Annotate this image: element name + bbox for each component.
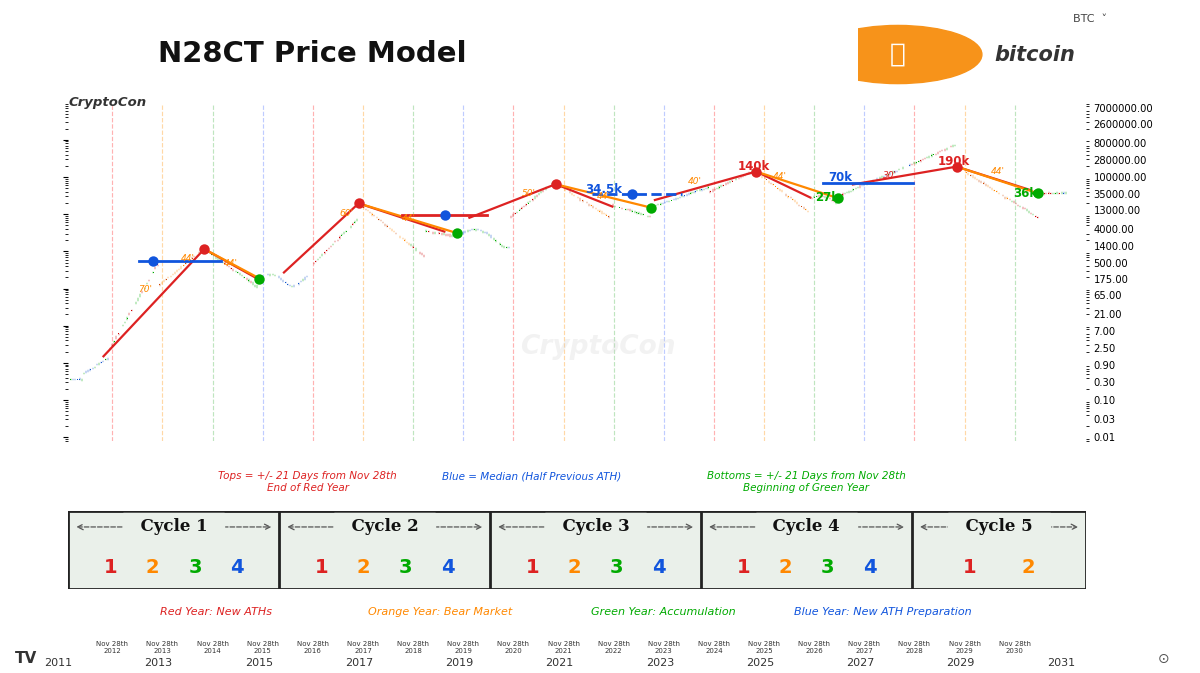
Text: Bottoms = +/- 21 Days from Nov 28th
Beginning of Green Year: Bottoms = +/- 21 Days from Nov 28th Begi… <box>707 471 906 493</box>
Text: 50': 50' <box>522 189 536 199</box>
Text: Cycle 3: Cycle 3 <box>551 518 641 536</box>
Text: 1: 1 <box>526 559 539 577</box>
Text: Tops = +/- 21 Days from Nov 28th
End of Red Year: Tops = +/- 21 Days from Nov 28th End of … <box>218 471 397 493</box>
Text: 60': 60' <box>340 209 353 218</box>
Text: 2023: 2023 <box>646 658 674 668</box>
Text: 2013: 2013 <box>144 658 173 668</box>
Text: 4: 4 <box>652 559 666 577</box>
FancyBboxPatch shape <box>68 511 1086 589</box>
Text: Nov 28th
2026: Nov 28th 2026 <box>798 641 830 653</box>
Text: 2: 2 <box>568 559 581 577</box>
Text: 1: 1 <box>314 559 329 577</box>
Text: Green Year: Accumulation: Green Year: Accumulation <box>592 608 736 617</box>
Text: BTC  ˅: BTC ˅ <box>1073 14 1106 24</box>
Text: 44': 44' <box>773 172 787 181</box>
Text: Nov 28th
2025: Nov 28th 2025 <box>748 641 780 653</box>
Text: 4: 4 <box>442 559 455 577</box>
Text: Nov 28th
2024: Nov 28th 2024 <box>698 641 730 653</box>
Text: 44': 44' <box>991 167 1004 176</box>
Text: 190k: 190k <box>938 155 971 168</box>
Text: Red Year: New ATHs: Red Year: New ATHs <box>160 608 272 617</box>
Text: 1: 1 <box>964 559 977 577</box>
Text: Cycle 4: Cycle 4 <box>762 518 852 536</box>
Text: Nov 28th
2028: Nov 28th 2028 <box>899 641 930 653</box>
Text: Nov 28th
2014: Nov 28th 2014 <box>197 641 229 653</box>
Text: 3: 3 <box>188 559 202 577</box>
Text: 1: 1 <box>103 559 118 577</box>
Text: Nov 28th
2018: Nov 28th 2018 <box>397 641 430 653</box>
Text: Nov 28th
2013: Nov 28th 2013 <box>146 641 179 653</box>
Text: 3: 3 <box>400 559 413 577</box>
Text: Blue Year: New ATH Preparation: Blue Year: New ATH Preparation <box>793 608 971 617</box>
Text: CryptoCon: CryptoCon <box>68 96 146 109</box>
Text: 2: 2 <box>779 559 792 577</box>
Text: Nov 28th
2023: Nov 28th 2023 <box>648 641 679 653</box>
Text: 2031: 2031 <box>1046 658 1075 668</box>
Text: Nov 28th
2015: Nov 28th 2015 <box>247 641 278 653</box>
Text: 44': 44' <box>181 254 196 263</box>
Text: 44': 44' <box>402 214 415 223</box>
Text: Nov 28th
2017: Nov 28th 2017 <box>347 641 379 653</box>
Text: 2019: 2019 <box>445 658 474 668</box>
Text: Nov 28th
2019: Nov 28th 2019 <box>448 641 479 653</box>
Text: Nov 28th
2016: Nov 28th 2016 <box>296 641 329 653</box>
Text: Orange Year: Bear Market: Orange Year: Bear Market <box>367 608 512 617</box>
Circle shape <box>814 26 982 83</box>
Text: Nov 28th
2027: Nov 28th 2027 <box>848 641 881 653</box>
Text: N28CT Price Model: N28CT Price Model <box>158 40 467 68</box>
Text: 70k: 70k <box>828 172 852 184</box>
Text: 4: 4 <box>230 559 244 577</box>
Text: 40': 40' <box>688 177 702 186</box>
Text: 34.5k: 34.5k <box>584 182 622 196</box>
Text: 2: 2 <box>356 559 371 577</box>
Text: Cycle 2: Cycle 2 <box>340 518 430 536</box>
Text: Cycle 5: Cycle 5 <box>954 518 1044 536</box>
Text: ⊙: ⊙ <box>1158 652 1170 666</box>
Text: 27k: 27k <box>815 191 839 205</box>
Text: ₿: ₿ <box>890 42 906 67</box>
Text: Nov 28th
2020: Nov 28th 2020 <box>497 641 529 653</box>
Text: 44': 44' <box>598 192 611 201</box>
Text: Blue = Median (Half Previous ATH): Blue = Median (Half Previous ATH) <box>442 471 622 481</box>
Text: 44': 44' <box>223 259 238 268</box>
Text: 4: 4 <box>863 559 877 577</box>
Text: Nov 28th
2012: Nov 28th 2012 <box>96 641 128 653</box>
Text: 3: 3 <box>610 559 624 577</box>
Text: 70': 70' <box>138 285 152 294</box>
Text: Nov 28th
2030: Nov 28th 2030 <box>998 641 1031 653</box>
Text: 2027: 2027 <box>846 658 875 668</box>
Text: Cycle 1: Cycle 1 <box>128 518 218 536</box>
Text: 2025: 2025 <box>746 658 774 668</box>
Text: 3: 3 <box>821 559 834 577</box>
Text: Nov 28th
2022: Nov 28th 2022 <box>598 641 630 653</box>
Text: bitcoin: bitcoin <box>995 44 1075 65</box>
Text: 2: 2 <box>146 559 160 577</box>
Text: CryptoCon: CryptoCon <box>520 334 676 359</box>
Text: 30': 30' <box>883 171 896 180</box>
Text: 𝗧𝗩: 𝗧𝗩 <box>14 651 37 666</box>
Text: 2029: 2029 <box>947 658 974 668</box>
Text: 2011: 2011 <box>44 658 72 668</box>
Text: 2: 2 <box>1021 559 1034 577</box>
Text: 2015: 2015 <box>245 658 272 668</box>
Text: Nov 28th
2021: Nov 28th 2021 <box>547 641 580 653</box>
Text: 36k: 36k <box>1013 187 1038 200</box>
Text: 140k: 140k <box>738 160 770 173</box>
Text: Nov 28th
2029: Nov 28th 2029 <box>948 641 980 653</box>
Text: 1: 1 <box>737 559 750 577</box>
Text: ₵: ₵ <box>92 34 122 75</box>
Text: 2021: 2021 <box>546 658 574 668</box>
Text: 2017: 2017 <box>346 658 373 668</box>
